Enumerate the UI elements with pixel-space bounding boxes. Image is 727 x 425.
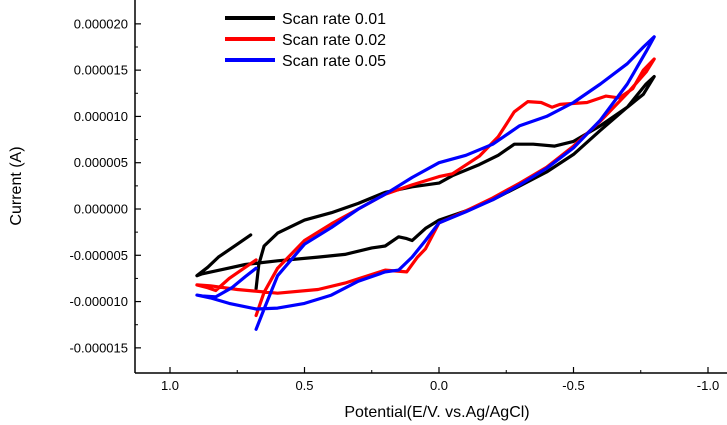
series-line-scan-rate-0-05 <box>195 35 656 331</box>
axes-layer <box>134 0 727 374</box>
x-tick-label: 1.0 <box>161 378 179 393</box>
y-tick-label: 0.000005 <box>74 155 128 170</box>
series-layer <box>195 35 656 331</box>
y-tick-label: 0.000000 <box>74 202 128 217</box>
x-axis-title: Potential(E/V. vs.Ag/AgCl) <box>344 404 529 421</box>
x-tick-label: -0.5 <box>562 378 584 393</box>
x-tick-label: 0.5 <box>295 378 313 393</box>
y-tick-label: -0.000015 <box>69 340 128 355</box>
y-axis-title: Current (A) <box>8 146 25 225</box>
series-line-scan-rate-0-02 <box>195 57 656 318</box>
ticks-layer: -0.000015 -0.000010 -0.000005 0.000000 0.000… <box>69 16 719 393</box>
y-tick-label: -0.000010 <box>69 294 128 309</box>
y-tick-label: 0.000010 <box>74 109 128 124</box>
x-tick-label: 0.0 <box>430 378 448 393</box>
y-tick-label: 0.000020 <box>74 16 128 31</box>
y-tick-label: 0.000015 <box>74 63 128 78</box>
legend: Scan rate 0.01 Scan rate 0.02 Scan rate … <box>225 11 386 70</box>
legend-label-scan-rate-0-01: Scan rate 0.01 <box>282 11 386 28</box>
y-tick-label: -0.000005 <box>69 248 128 263</box>
legend-label-scan-rate-0-05: Scan rate 0.05 <box>282 53 386 70</box>
x-tick-label: -1.0 <box>697 378 719 393</box>
legend-label-scan-rate-0-02: Scan rate 0.02 <box>282 32 386 49</box>
